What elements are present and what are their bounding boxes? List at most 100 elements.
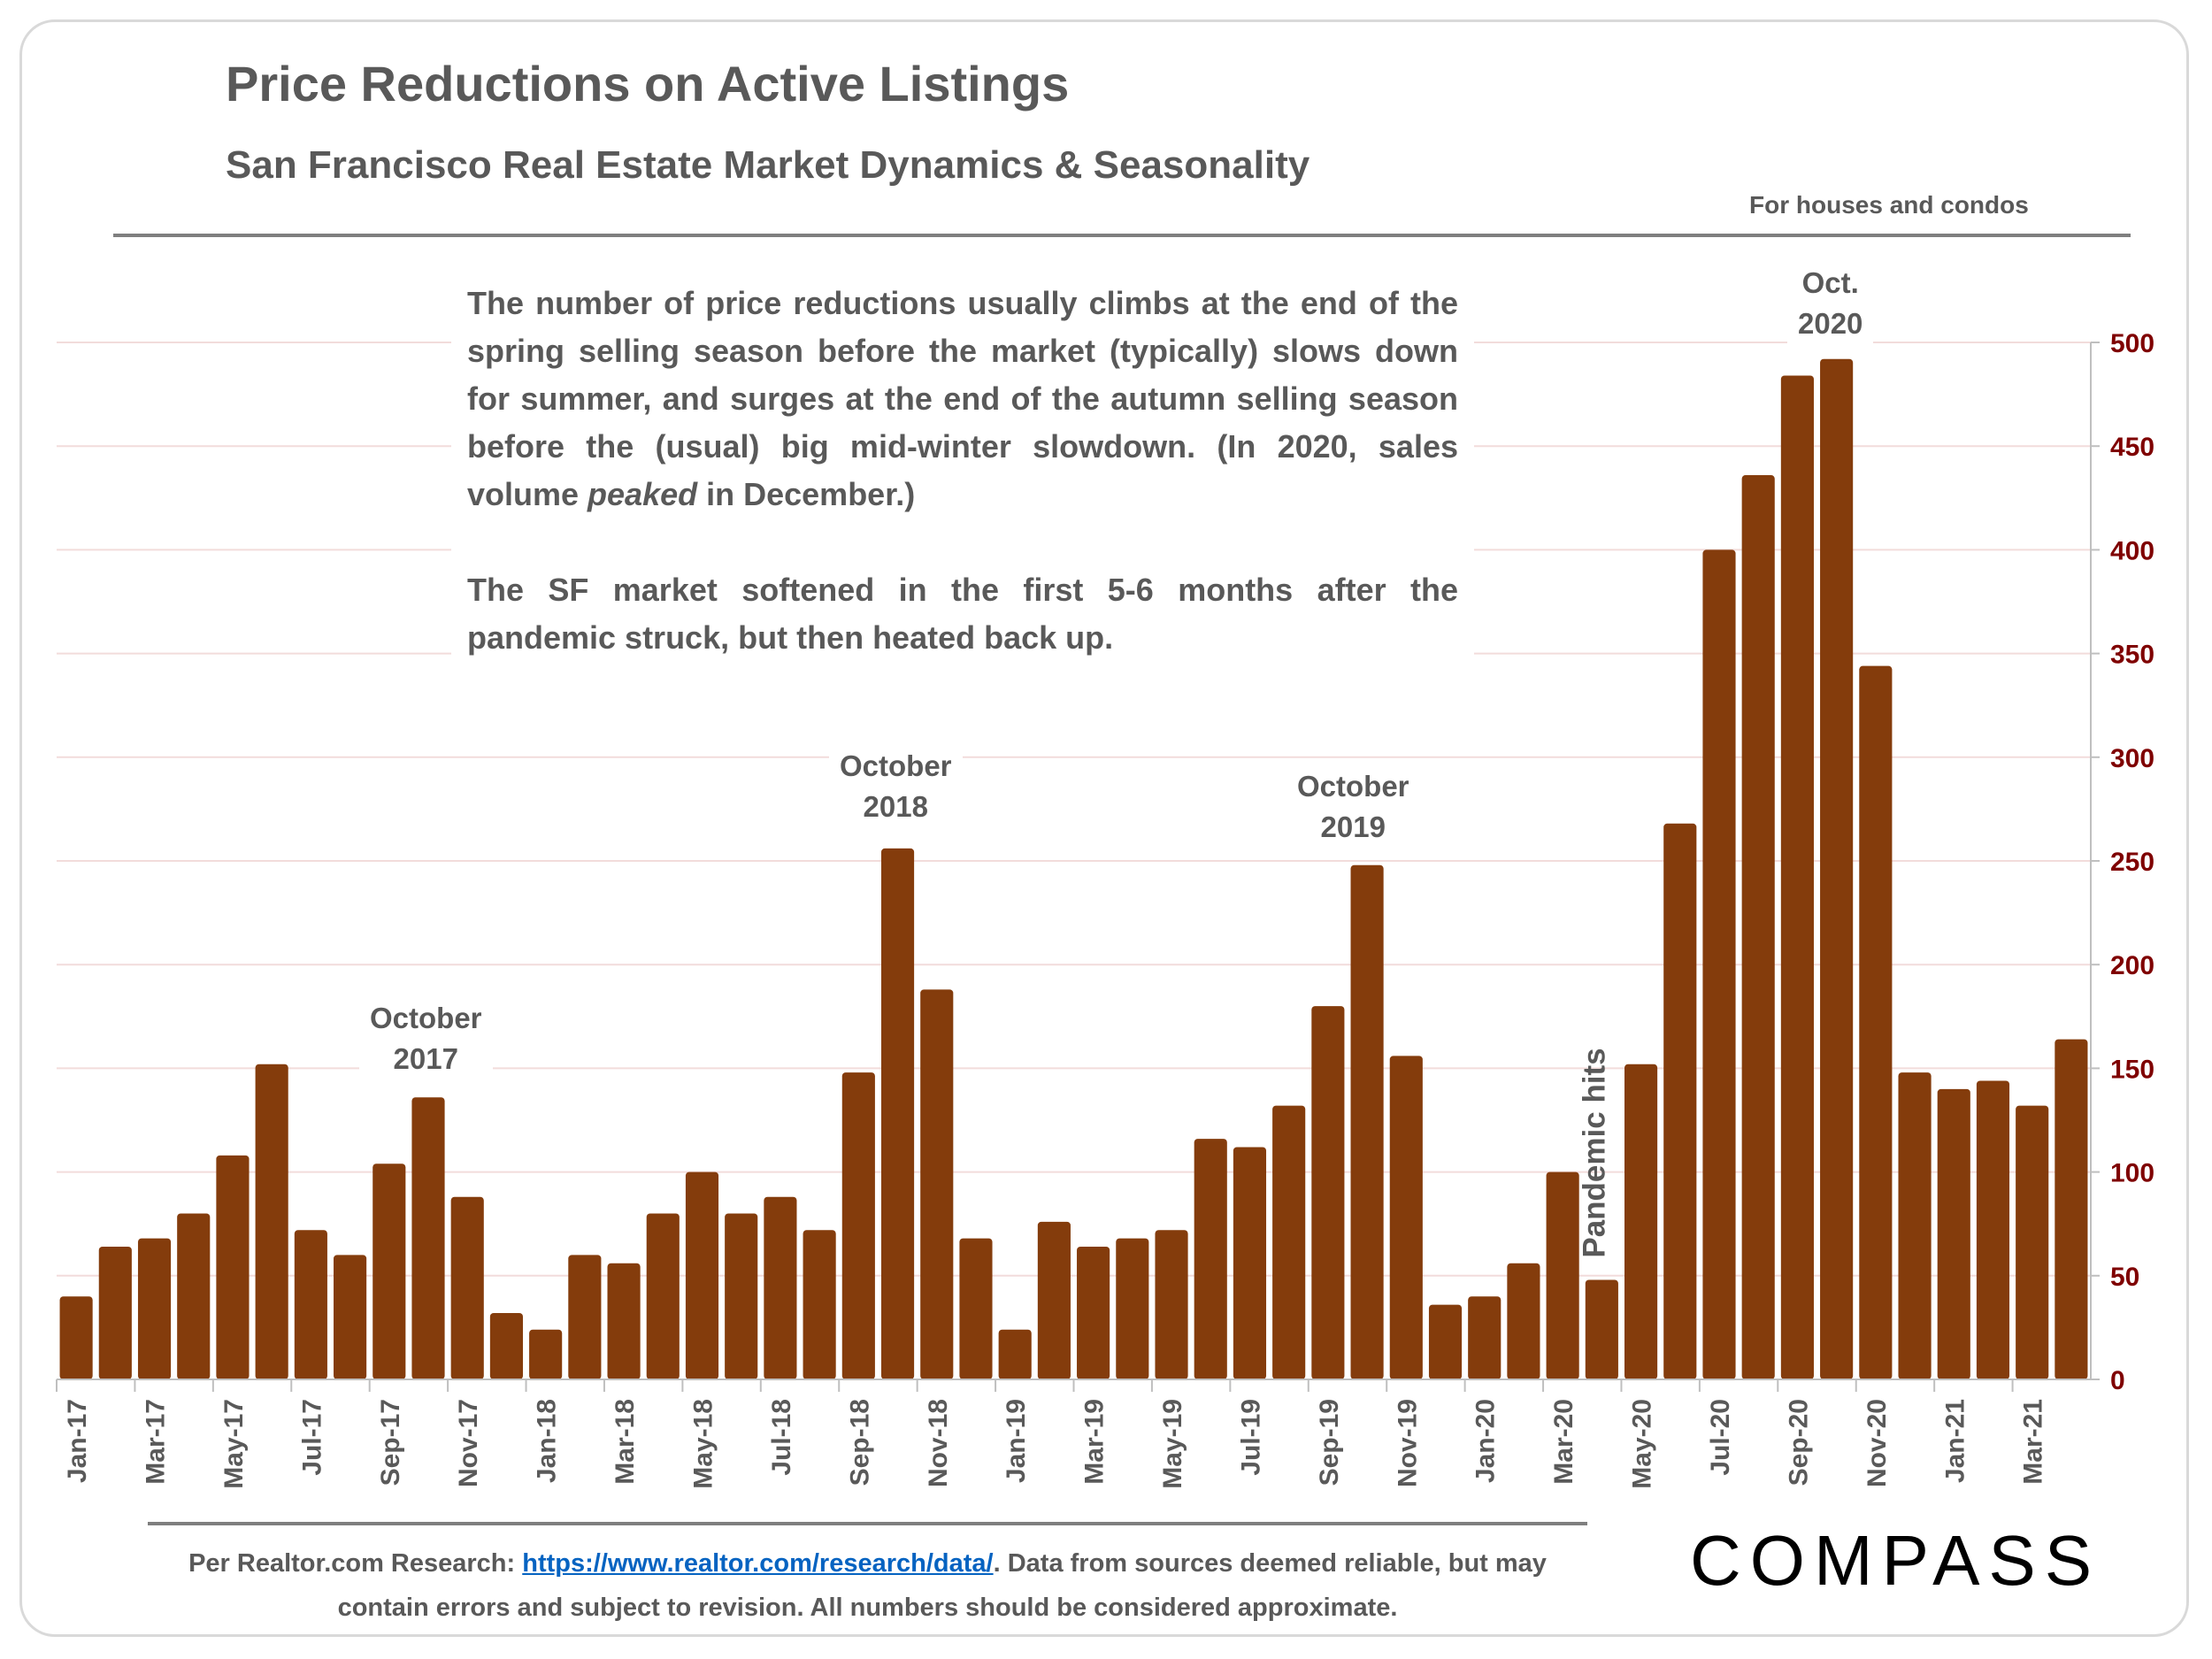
bar-Oct-18 [880,848,915,1379]
bar-Jan-20 [1468,1296,1502,1379]
bar-Jan-19 [998,1329,1032,1379]
bar-Apr-18 [646,1213,680,1379]
annotation-october-2019: October 2019 [1286,766,1420,848]
x-tick-label: May-20 [1628,1399,1657,1489]
y-axis: 0 50 100 150 200 250 300 350 400 450 500 [2090,329,2154,1395]
x-tick-label: May-17 [219,1399,249,1489]
bar-Dec-18 [959,1238,993,1379]
bar-Jan-21 [1937,1088,1970,1379]
x-tick-label: May-19 [1158,1399,1187,1489]
x-tick-label: Jan-18 [533,1399,562,1483]
y-tick-label: 500 [2110,329,2154,358]
y-tick-label: 400 [2110,536,2154,565]
y-tick-label: 100 [2110,1159,2154,1188]
bar-Jun-20 [1663,823,1697,1379]
y-tick-label: 200 [2110,951,2154,980]
bar-Sep-18 [841,1072,875,1379]
footer-divider [148,1522,1587,1525]
y-tick-label: 150 [2110,1055,2154,1084]
bar-Jan-18 [529,1329,563,1379]
bar-Oct-17 [411,1097,445,1379]
source-link[interactable]: https://www.realtor.com/research/data/ [522,1549,994,1578]
bar-Jan-17 [59,1296,93,1379]
x-tick-label: Jul-17 [297,1399,326,1476]
x-tick-label: Sep-20 [1784,1399,1813,1486]
x-tick-label: Jul-20 [1706,1399,1735,1476]
bar-Feb-19 [1037,1221,1071,1379]
bar-Apr-21 [2055,1039,2088,1379]
bar-Feb-20 [1507,1263,1540,1379]
bar-Jun-18 [725,1213,758,1379]
bar-Mar-18 [607,1263,641,1379]
bar-Aug-18 [803,1230,836,1379]
y-tick-label: 300 [2110,744,2154,773]
y-tick-label: 0 [2110,1366,2125,1395]
bar-May-18 [685,1171,719,1379]
y-tick-label: 250 [2110,848,2154,877]
bar-Mar-19 [1077,1246,1110,1379]
bar-Nov-18 [920,989,954,1379]
bar-Apr-20 [1585,1279,1618,1379]
y-tick-label: 450 [2110,433,2154,462]
bar-Jul-19 [1233,1147,1267,1379]
bar-Nov-17 [450,1196,484,1379]
y-tick-label: 350 [2110,641,2154,670]
bar-Nov-19 [1389,1056,1423,1379]
bar-Mar-21 [2016,1105,2049,1379]
annotation-oct-2020: Oct. 2020 [1787,263,1874,344]
x-tick-label: Jan-19 [1002,1399,1031,1483]
annotation-pandemic-hits: Pandemic hits [1577,1048,1612,1258]
x-axis: Jan-17 Mar-17 May-17 Jul-17 Sep-17 Nov-17 Jan-… [56,1379,2091,1489]
x-tick-label: Mar-18 [611,1399,640,1485]
bar-Jul-17 [294,1230,327,1379]
source-note: Per Realtor.com Research: https://www.re… [188,1549,1547,1622]
x-tick-label: Jan-21 [1940,1399,1970,1483]
bar-Aug-19 [1272,1105,1306,1379]
chart-subtitle: San Francisco Real Estate Market Dynamic… [226,143,1310,187]
bar-Mar-20 [1546,1171,1579,1379]
bar-Feb-17 [98,1246,132,1379]
x-tick-label: May-18 [688,1399,718,1489]
x-tick-label: Mar-21 [2019,1399,2048,1485]
x-tick-label: Jan-17 [63,1399,92,1483]
x-tick-label: Jul-18 [767,1399,796,1476]
note-paragraph-1: The number of price reductions usually c… [467,285,1458,512]
bar-Jun-19 [1194,1139,1227,1379]
bar-Feb-18 [568,1255,602,1379]
bar-Sep-19 [1311,1006,1345,1379]
x-tick-label: Mar-17 [142,1399,171,1485]
x-tick-label: Sep-18 [845,1399,874,1486]
annotation-october-2017: October 2017 [359,998,493,1079]
x-tick-label: Nov-18 [924,1399,953,1487]
x-tick-label: Sep-19 [1315,1399,1344,1486]
x-tick-label: Jan-20 [1471,1399,1501,1483]
x-tick-label: Mar-19 [1080,1399,1110,1485]
bar-Jul-20 [1702,549,1736,1379]
x-tick-label: Sep-17 [376,1399,405,1486]
bar-Oct-19 [1350,864,1384,1379]
bar-Apr-19 [1116,1238,1149,1379]
x-tick-label: Nov-17 [454,1399,483,1487]
emphasis: peaked [588,476,698,512]
scope-note: For houses and condos [1749,191,2029,219]
bar-Dec-17 [489,1312,524,1379]
annotation-october-2018: October 2018 [829,746,963,827]
bar-Jun-17 [255,1064,288,1379]
x-tick-label: Nov-19 [1393,1399,1422,1487]
note-paragraph-2: The SF market softened in the first 5-6 … [467,572,1458,656]
compass-logo: COMPASS [1690,1521,2101,1600]
bar-Feb-21 [1976,1080,2010,1379]
bar-Aug-17 [334,1255,367,1379]
bar-May-19 [1155,1230,1188,1379]
bar-Nov-20 [1859,665,1893,1379]
annotation-text-box: The number of price reductions usually c… [451,274,1474,667]
x-tick-label: Jul-19 [1236,1399,1265,1476]
y-tick-label: 50 [2110,1263,2139,1292]
bar-Oct-20 [1820,358,1854,1380]
bar-Apr-17 [177,1213,211,1379]
bar-Dec-19 [1428,1304,1463,1379]
bar-May-20 [1624,1064,1658,1379]
bar-Sep-17 [373,1164,406,1379]
chart-frame [19,19,2189,1637]
